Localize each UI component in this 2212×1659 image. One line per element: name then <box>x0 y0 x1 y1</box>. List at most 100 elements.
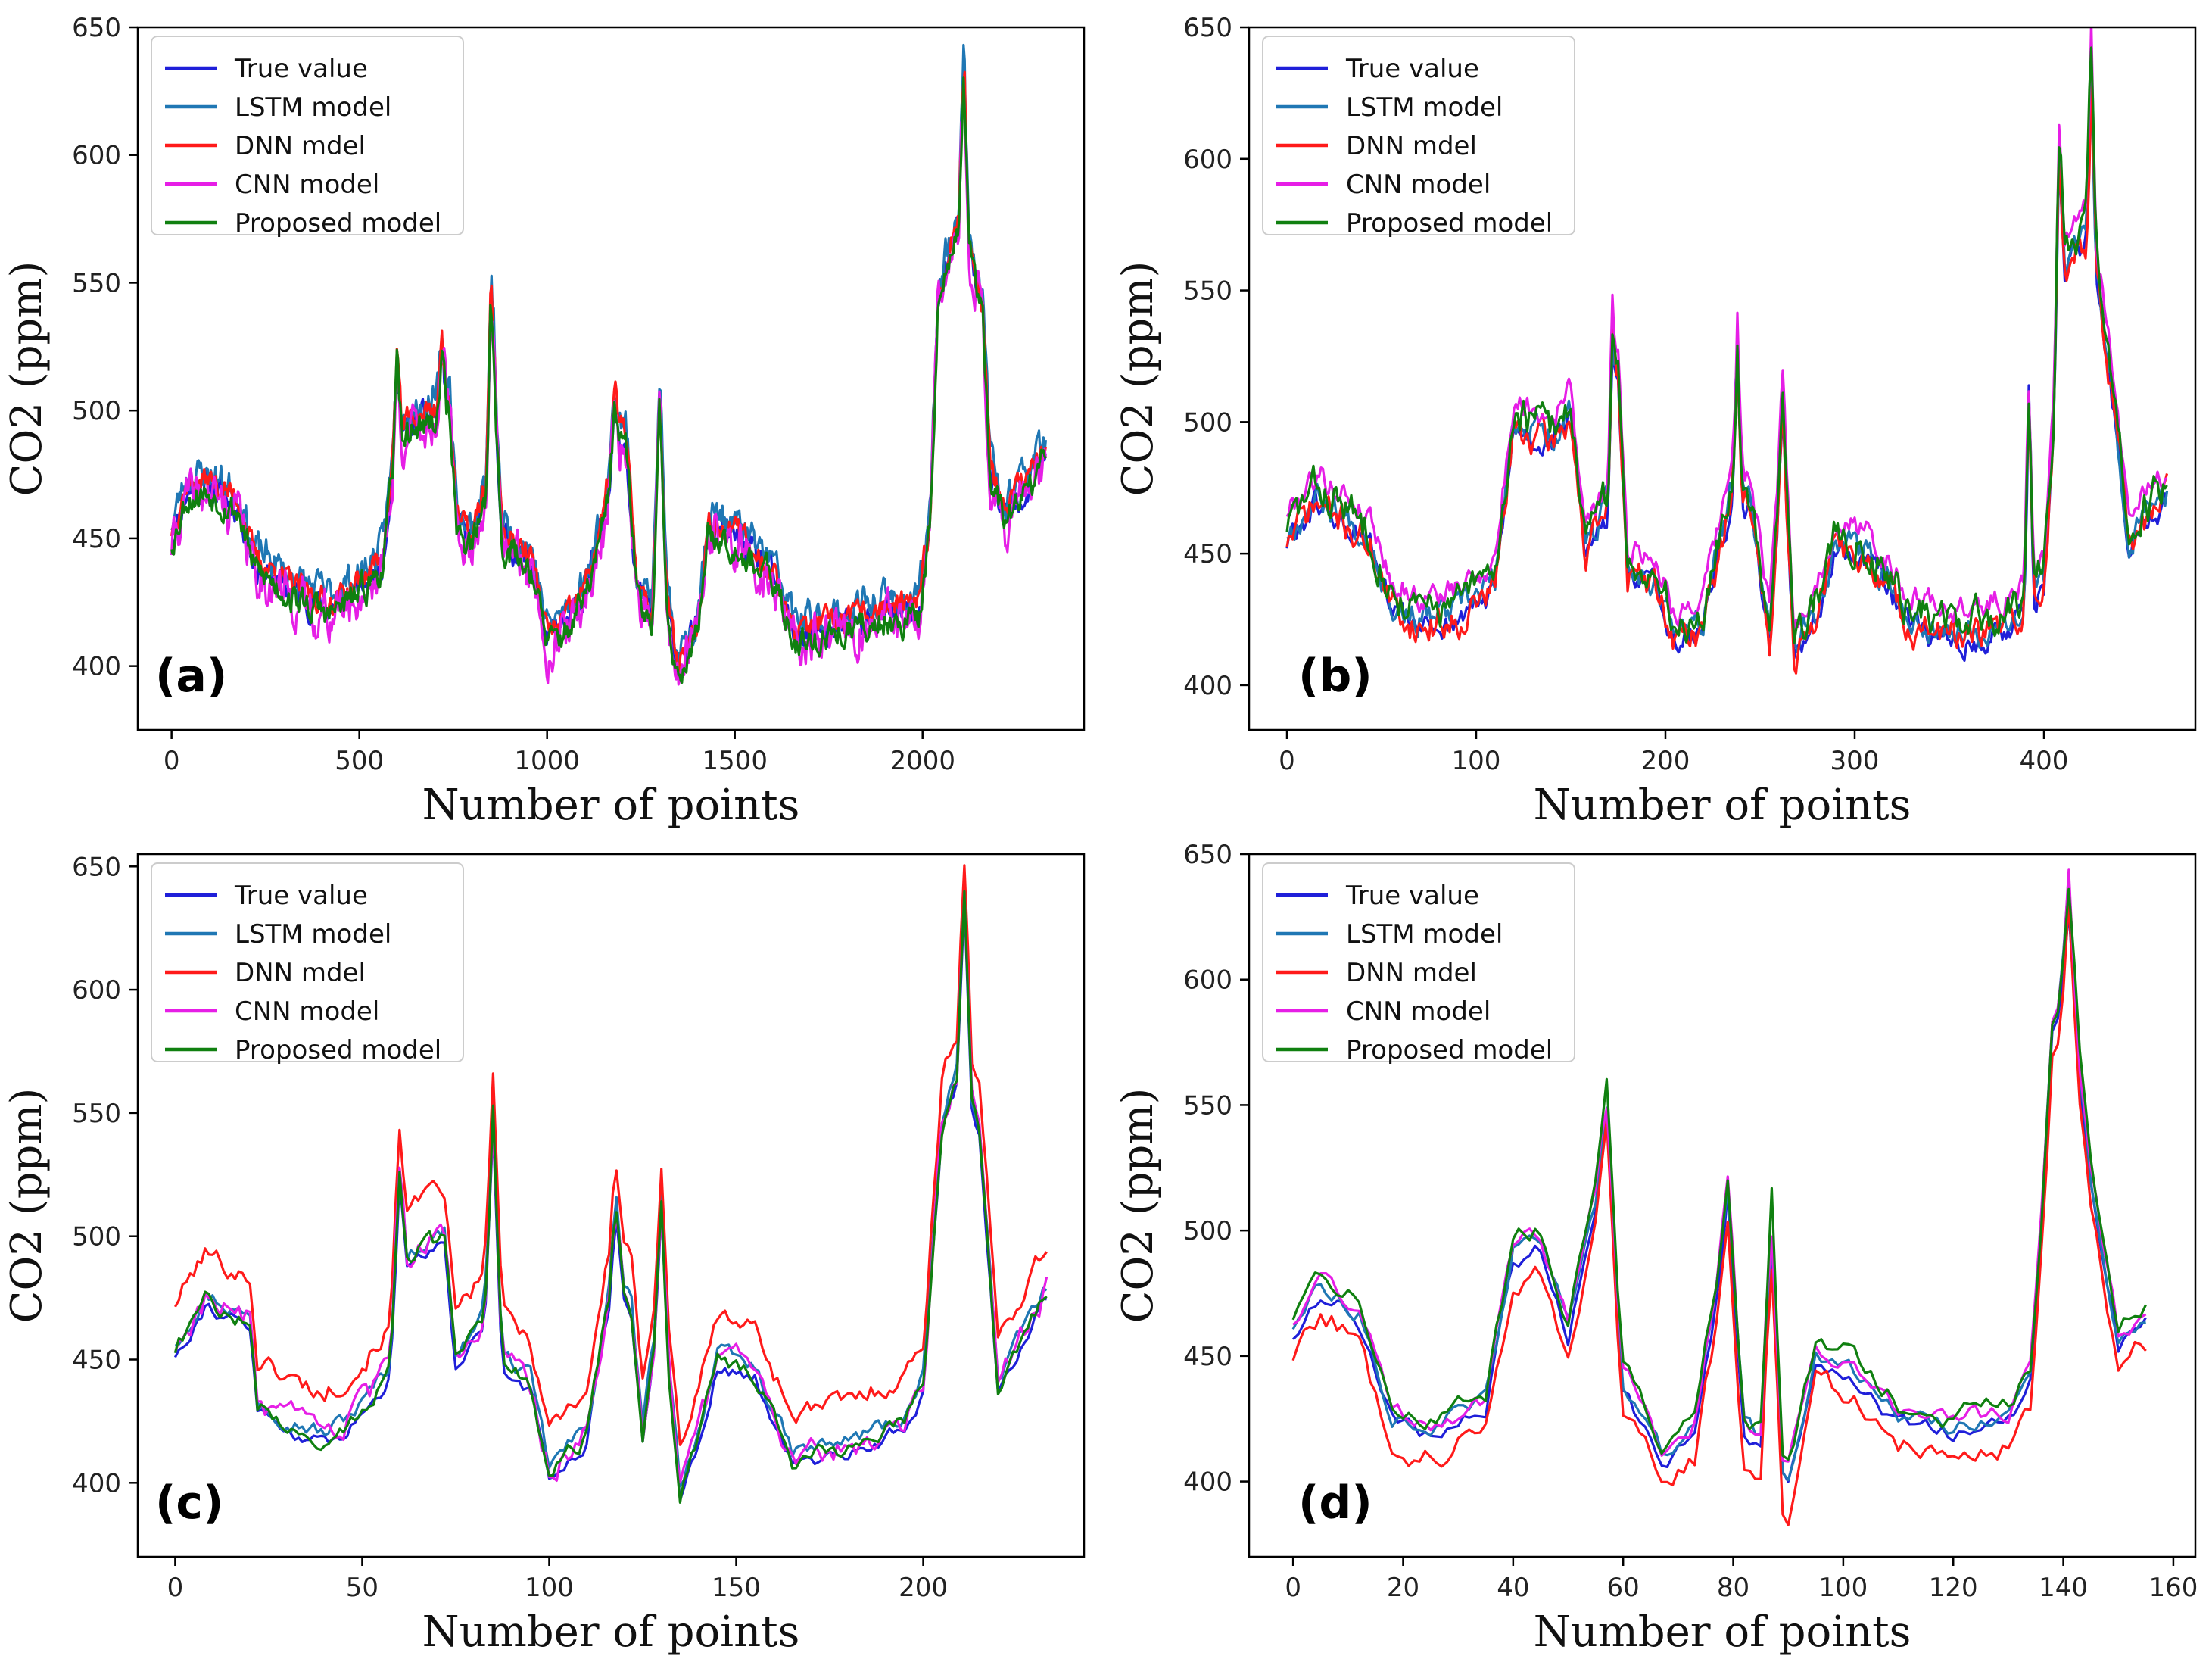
y-tick-label: 550 <box>72 268 121 298</box>
x-tick-label: 0 <box>167 1573 184 1603</box>
y-tick-label: 600 <box>72 141 121 171</box>
legend-label: True value <box>1345 881 1479 911</box>
legend-label: LSTM model <box>1346 92 1503 123</box>
y-tick-label: 550 <box>1183 1090 1232 1121</box>
y-tick-label: 600 <box>1183 965 1232 996</box>
y-tick-label: 400 <box>1183 1467 1232 1498</box>
y-tick-label: 400 <box>72 1468 121 1498</box>
x-tick-label: 50 <box>346 1573 379 1603</box>
x-tick-label: 1500 <box>702 746 768 776</box>
legend-label: CNN model <box>1346 170 1491 200</box>
legend-label: Proposed model <box>235 1035 441 1065</box>
y-tick-label: 550 <box>1183 276 1232 307</box>
x-axis-label: Number of points <box>422 1608 800 1657</box>
x-tick-label: 300 <box>1830 746 1880 776</box>
x-tick-label: 400 <box>2020 746 2069 776</box>
y-axis-label: CO2 (ppm) <box>2 1088 51 1324</box>
y-tick-label: 450 <box>1183 1342 1232 1372</box>
legend-label: DNN mdel <box>1346 131 1477 161</box>
plot-frame <box>136 853 1086 1558</box>
legend-label: LSTM model <box>1346 919 1503 950</box>
legend-label: DNN mdel <box>1346 958 1477 988</box>
legend-label: DNN mdel <box>235 958 366 988</box>
x-tick-label: 2000 <box>889 746 955 776</box>
series-line-dnn-mdel <box>174 864 1048 1446</box>
x-tick-label: 120 <box>1929 1573 1978 1603</box>
chart-panel-a: 0 500 1000 1500 2000 400 450 500 550 600 650 Number… <box>2 13 1086 830</box>
legend-label: True value <box>234 881 368 911</box>
legend: True value LSTM model DNN mdel CNN model Pro… <box>151 862 464 1065</box>
x-tick-label: 200 <box>1641 746 1690 776</box>
x-tick-label: 80 <box>1717 1573 1749 1603</box>
x-tick-label: 500 <box>335 746 384 776</box>
series-line-cnn-model <box>1285 27 2168 636</box>
y-tick-label: 450 <box>72 524 121 554</box>
y-tick-label: 400 <box>1183 671 1232 701</box>
y-tick-label: 500 <box>1183 407 1232 438</box>
y-tick-label: 650 <box>1183 13 1232 43</box>
legend-label: True value <box>234 54 368 84</box>
y-tick-label: 450 <box>1183 539 1232 569</box>
series-line-proposed-model <box>173 890 1048 1504</box>
x-tick-label: 0 <box>1285 1573 1301 1603</box>
legend-label: CNN model <box>235 996 379 1027</box>
x-tick-label: 150 <box>712 1573 761 1603</box>
x-tick-label: 0 <box>164 746 180 776</box>
chart-panel-c: 0 50 100 150 200 400 450 500 550 600 650 Number of … <box>2 852 1086 1657</box>
series-line-lstm-model <box>170 43 1047 666</box>
legend-label: True value <box>1345 54 1479 84</box>
x-tick-label: 100 <box>1452 746 1501 776</box>
plot-frame <box>1248 853 2197 1558</box>
legend-label: LSTM model <box>235 92 391 123</box>
y-tick-label: 600 <box>72 975 121 1006</box>
x-tick-label: 60 <box>1607 1573 1640 1603</box>
y-tick-label: 650 <box>1183 840 1232 870</box>
x-axis-label: Number of points <box>422 781 800 830</box>
panel-label: (c) <box>155 1477 223 1530</box>
series-line-dnn-mdel <box>1291 899 2147 1526</box>
legend-label: CNN model <box>235 170 379 200</box>
legend-box <box>151 36 464 235</box>
x-axis-label: Number of points <box>1534 1608 1911 1657</box>
y-tick-label: 550 <box>72 1099 121 1129</box>
legend: True value LSTM model DNN mdel CNN model Pro… <box>151 36 464 239</box>
legend-label: LSTM model <box>235 919 391 950</box>
x-tick-label: 200 <box>899 1573 948 1603</box>
y-axis-label: CO2 (ppm) <box>2 261 51 497</box>
x-tick-label: 20 <box>1387 1573 1419 1603</box>
y-tick-label: 650 <box>72 13 121 43</box>
legend-label: CNN model <box>1346 996 1491 1027</box>
x-tick-label: 100 <box>1818 1573 1868 1603</box>
legend-label: Proposed model <box>1346 1035 1553 1065</box>
chart-panel-d: 0 20 40 60 80 100 120 140 160 400 450 500 550 600 650 N… <box>1114 840 2198 1657</box>
series-line-proposed-model <box>1291 887 2148 1461</box>
y-tick-label: 650 <box>72 852 121 882</box>
x-tick-label: 140 <box>2039 1573 2088 1603</box>
x-tick-label: 1000 <box>514 746 580 776</box>
series-group <box>1291 868 2148 1526</box>
legend: True value LSTM model DNN mdel CNN model Pro… <box>1262 36 1575 239</box>
panel-label: (b) <box>1298 650 1372 703</box>
x-tick-label: 100 <box>525 1573 574 1603</box>
legend-label: DNN mdel <box>235 131 366 161</box>
legend: True value LSTM model DNN mdel CNN model Pro… <box>1262 862 1575 1065</box>
x-axis-label: Number of points <box>1534 781 1911 830</box>
series-group <box>1285 27 2169 675</box>
series-group <box>173 864 1048 1504</box>
legend-label: Proposed model <box>235 208 441 239</box>
y-tick-label: 600 <box>1183 145 1232 175</box>
legend-label: Proposed model <box>1346 208 1553 239</box>
x-tick-label: 40 <box>1497 1573 1529 1603</box>
panel-label: (a) <box>155 650 227 703</box>
y-tick-label: 400 <box>72 652 121 682</box>
y-tick-label: 450 <box>72 1346 121 1376</box>
y-axis-label: CO2 (ppm) <box>1114 1088 1163 1324</box>
y-tick-label: 500 <box>1183 1216 1232 1246</box>
series-group <box>170 43 1047 686</box>
y-tick-label: 500 <box>72 396 121 426</box>
series-line-proposed-model <box>1285 46 2168 644</box>
y-tick-label: 500 <box>72 1222 121 1252</box>
plot-frame <box>1248 26 2197 731</box>
legend-box <box>1262 862 1575 1062</box>
